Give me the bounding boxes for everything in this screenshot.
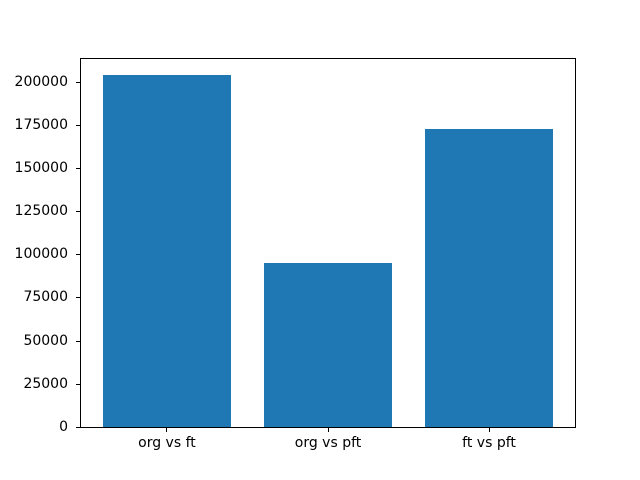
y-tick-mark bbox=[76, 81, 80, 83]
y-tick-mark bbox=[76, 383, 80, 385]
y-tick-label: 200000 bbox=[14, 73, 68, 90]
y-tick-label: 25000 bbox=[23, 375, 68, 392]
y-tick-label: 75000 bbox=[23, 289, 68, 306]
x-tick-label: org vs ft bbox=[138, 434, 196, 451]
y-tick-label: 125000 bbox=[14, 203, 68, 220]
bar-ft-vs-pft bbox=[424, 128, 554, 428]
x-tick-label: org vs pft bbox=[294, 434, 362, 451]
bar-org-vs-ft bbox=[102, 75, 232, 428]
y-tick-label: 100000 bbox=[14, 246, 68, 263]
y-tick-mark bbox=[76, 340, 80, 342]
y-tick-mark bbox=[76, 297, 80, 299]
y-tick-label: 50000 bbox=[23, 332, 68, 349]
y-tick-mark bbox=[76, 124, 80, 126]
x-tick-mark bbox=[166, 427, 168, 432]
y-tick-label: 0 bbox=[59, 419, 68, 435]
y-tick-mark bbox=[76, 427, 80, 428]
y-tick-label: 175000 bbox=[14, 116, 68, 133]
bar-org-vs-pft bbox=[263, 263, 393, 428]
y-tick-label: 150000 bbox=[14, 159, 68, 176]
plot-area bbox=[80, 57, 576, 428]
x-tick-label: ft vs pft bbox=[462, 434, 516, 451]
y-tick-mark bbox=[76, 167, 80, 169]
y-tick-mark bbox=[76, 211, 80, 213]
x-tick-mark bbox=[327, 427, 329, 432]
y-tick-mark bbox=[76, 254, 80, 256]
x-tick-mark bbox=[488, 427, 490, 432]
